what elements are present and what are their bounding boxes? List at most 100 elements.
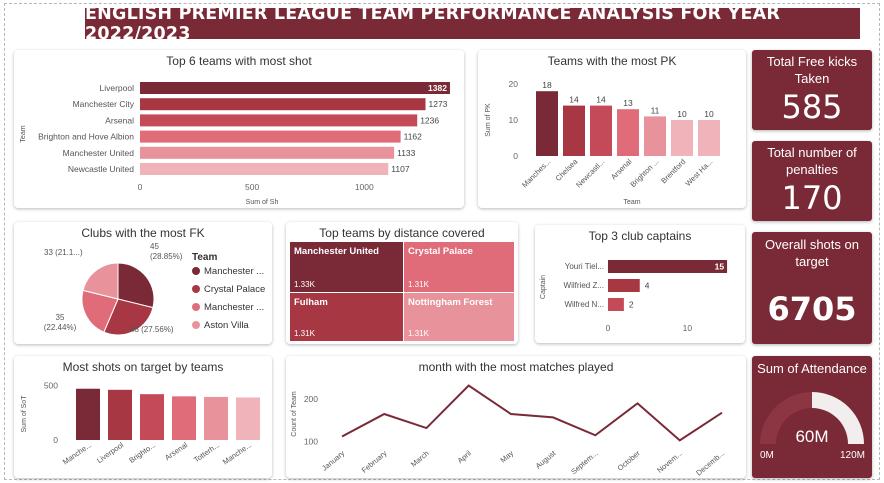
most-pk-card[interactable]: Teams with the most PK 0 10 20 18 Manches...… <box>478 50 746 208</box>
most-pk-chart: 0 10 20 18 Manches... 14 Chelsea 14 Newcastl... 1… <box>485 79 720 206</box>
distance-card[interactable]: Top teams by distance covered Manchester… <box>286 222 518 344</box>
legend-item[interactable]: Manchester ... <box>192 302 264 313</box>
y-tick-label: 0 <box>513 151 518 161</box>
tile-fulham[interactable]: Fulham 1.31K <box>290 293 403 341</box>
pie-data-label: 33 (21.1...) <box>44 248 83 257</box>
bar <box>608 298 624 311</box>
kpi-free-kicks[interactable]: Total Free kicks Taken 585 <box>752 50 872 130</box>
months-card[interactable]: month with the most matches played 100 20… <box>286 356 746 478</box>
top-shots-chart: Liverpool 1382 Manchester City 1273 Arsenal 1… <box>20 82 450 206</box>
bar-data-label: 10 <box>677 109 687 119</box>
bar-data-label: 2 <box>629 300 634 310</box>
captains-card[interactable]: Top 3 club captains Youri Tiel... 15 Wilfr… <box>535 225 745 343</box>
x-tick-label: 1000 <box>355 182 374 192</box>
gauge-min-label: 0M <box>760 450 774 461</box>
x-tick-label: Manche... <box>221 440 253 466</box>
x-tick-label: August <box>534 448 558 470</box>
legend-dot <box>192 285 200 293</box>
gauge-fill <box>760 392 812 444</box>
bar <box>617 109 639 156</box>
bar-data-label: 1382 <box>428 83 447 93</box>
x-tick-label: Arsenal <box>163 440 189 462</box>
top-shots-card[interactable]: Top 6 teams with most shot Liverpool 1382… <box>14 50 464 208</box>
pie-slice <box>103 298 154 336</box>
y-axis-label: Captain <box>540 275 547 299</box>
bar <box>536 91 558 156</box>
bar-category-label: Newcastle United <box>68 164 134 174</box>
x-tick-label: Liverpool <box>95 440 125 465</box>
most-fk-legend-title: Team <box>192 252 218 263</box>
x-tick-label: Manche... <box>61 440 93 466</box>
bar <box>236 397 260 440</box>
bar-category-label: Arsenal <box>105 115 134 125</box>
legend-label: Manchester ... <box>204 266 265 277</box>
kpi-penalties[interactable]: Total number of penalties 170 <box>752 141 872 221</box>
bar <box>671 120 693 156</box>
kpi-attendance-label: Sum of Attendance <box>757 361 867 376</box>
x-tick-label: 10 <box>683 323 693 333</box>
bar-data-label: 15 <box>715 262 725 272</box>
tile-value: 1.31K <box>408 329 429 338</box>
x-tick-label: Totterh... <box>192 440 221 464</box>
tile-nottingham-forest[interactable]: Nottingham Forest 1.31K <box>404 293 514 341</box>
y-axis-label: Count of Team <box>291 391 298 437</box>
x-tick-label: May <box>499 448 516 464</box>
tile-crystal-palace[interactable]: Crystal Palace 1.31K <box>404 242 514 292</box>
pie-slice <box>81 289 119 333</box>
bar <box>698 120 720 156</box>
most-fk-chart: 45(28.85%) 43 (27.56%) 35(22.44%) 33 (21.1.… <box>44 242 183 336</box>
pie-slice <box>82 262 119 300</box>
x-axis-label: Team <box>623 199 640 206</box>
x-tick-label: 500 <box>245 182 259 192</box>
sot-card[interactable]: Most shots on target by teams 0 500 Manche… <box>14 356 272 478</box>
tile-manchester-united[interactable]: Manchester United 1.33K <box>290 242 403 292</box>
bar <box>76 388 100 440</box>
x-tick-label: Newcastl... <box>574 157 606 189</box>
x-tick-label: Brighto... <box>127 440 157 465</box>
legend-dot <box>192 267 200 275</box>
x-tick-label: February <box>360 448 389 474</box>
bar <box>140 114 418 127</box>
bar-category-label: Wilfred N... <box>564 300 604 309</box>
x-tick-label: Arsenal <box>609 157 634 182</box>
bar-category-label: Youri Tiel... <box>565 262 604 271</box>
legend-item[interactable]: Crystal Palace <box>192 284 265 295</box>
dashboard-title: ENGLISH PREMIER LEAGUE TEAM PERFORMANCE … <box>85 4 860 44</box>
tile-name: Fulham <box>294 297 328 308</box>
dashboard-frame <box>4 3 880 480</box>
tile-name: Nottingham Forest <box>408 297 493 308</box>
bar-data-label: 11 <box>651 105 660 115</box>
legend-label: Aston Villa <box>204 320 249 331</box>
kpi-free-kicks-label: Total Free kicks Taken <box>766 54 858 86</box>
bar-data-label: 4 <box>645 281 650 291</box>
kpi-attendance[interactable]: Sum of Attendance 60M 0M 120M <box>752 356 872 478</box>
attendance-gauge: 60M 0M 120M <box>760 392 865 461</box>
most-pk-title: Teams with the most PK <box>547 54 677 68</box>
most-fk-title: Clubs with the most FK <box>81 226 205 240</box>
y-tick-label: 100 <box>304 437 318 447</box>
bar <box>140 98 426 111</box>
bar <box>172 396 196 440</box>
most-fk-card[interactable]: Clubs with the most FK 45 (28.85%) 43 (27.… <box>14 222 272 344</box>
bar-category-label: Wilfried Z... <box>564 281 604 290</box>
y-tick-label: 200 <box>304 394 318 404</box>
legend-item[interactable]: Aston Villa <box>192 320 249 331</box>
x-tick-label: Novem... <box>655 449 684 475</box>
kpi-shots-on-target-label: Overall shots on target <box>765 237 859 269</box>
bar <box>140 146 395 159</box>
tile-name: Crystal Palace <box>408 246 473 257</box>
x-tick-label: Septem... <box>569 449 599 477</box>
legend-item[interactable]: Manchester ... <box>192 266 264 277</box>
y-tick-label: 10 <box>509 115 519 125</box>
bar <box>608 279 640 292</box>
x-tick-label: October <box>616 448 643 472</box>
pie-data-label: (22.44%) <box>44 323 77 332</box>
months-chart: 100 200 January February March April May August… <box>291 384 726 478</box>
y-axis-label: Sum of PK <box>485 103 492 137</box>
bar <box>108 389 132 440</box>
kpi-penalties-label: Total number of penalties <box>767 145 857 177</box>
kpi-shots-on-target[interactable]: Overall shots on target 6705 <box>752 232 872 344</box>
y-tick-label: 500 <box>44 380 58 390</box>
bar-data-label: 1107 <box>391 164 410 174</box>
